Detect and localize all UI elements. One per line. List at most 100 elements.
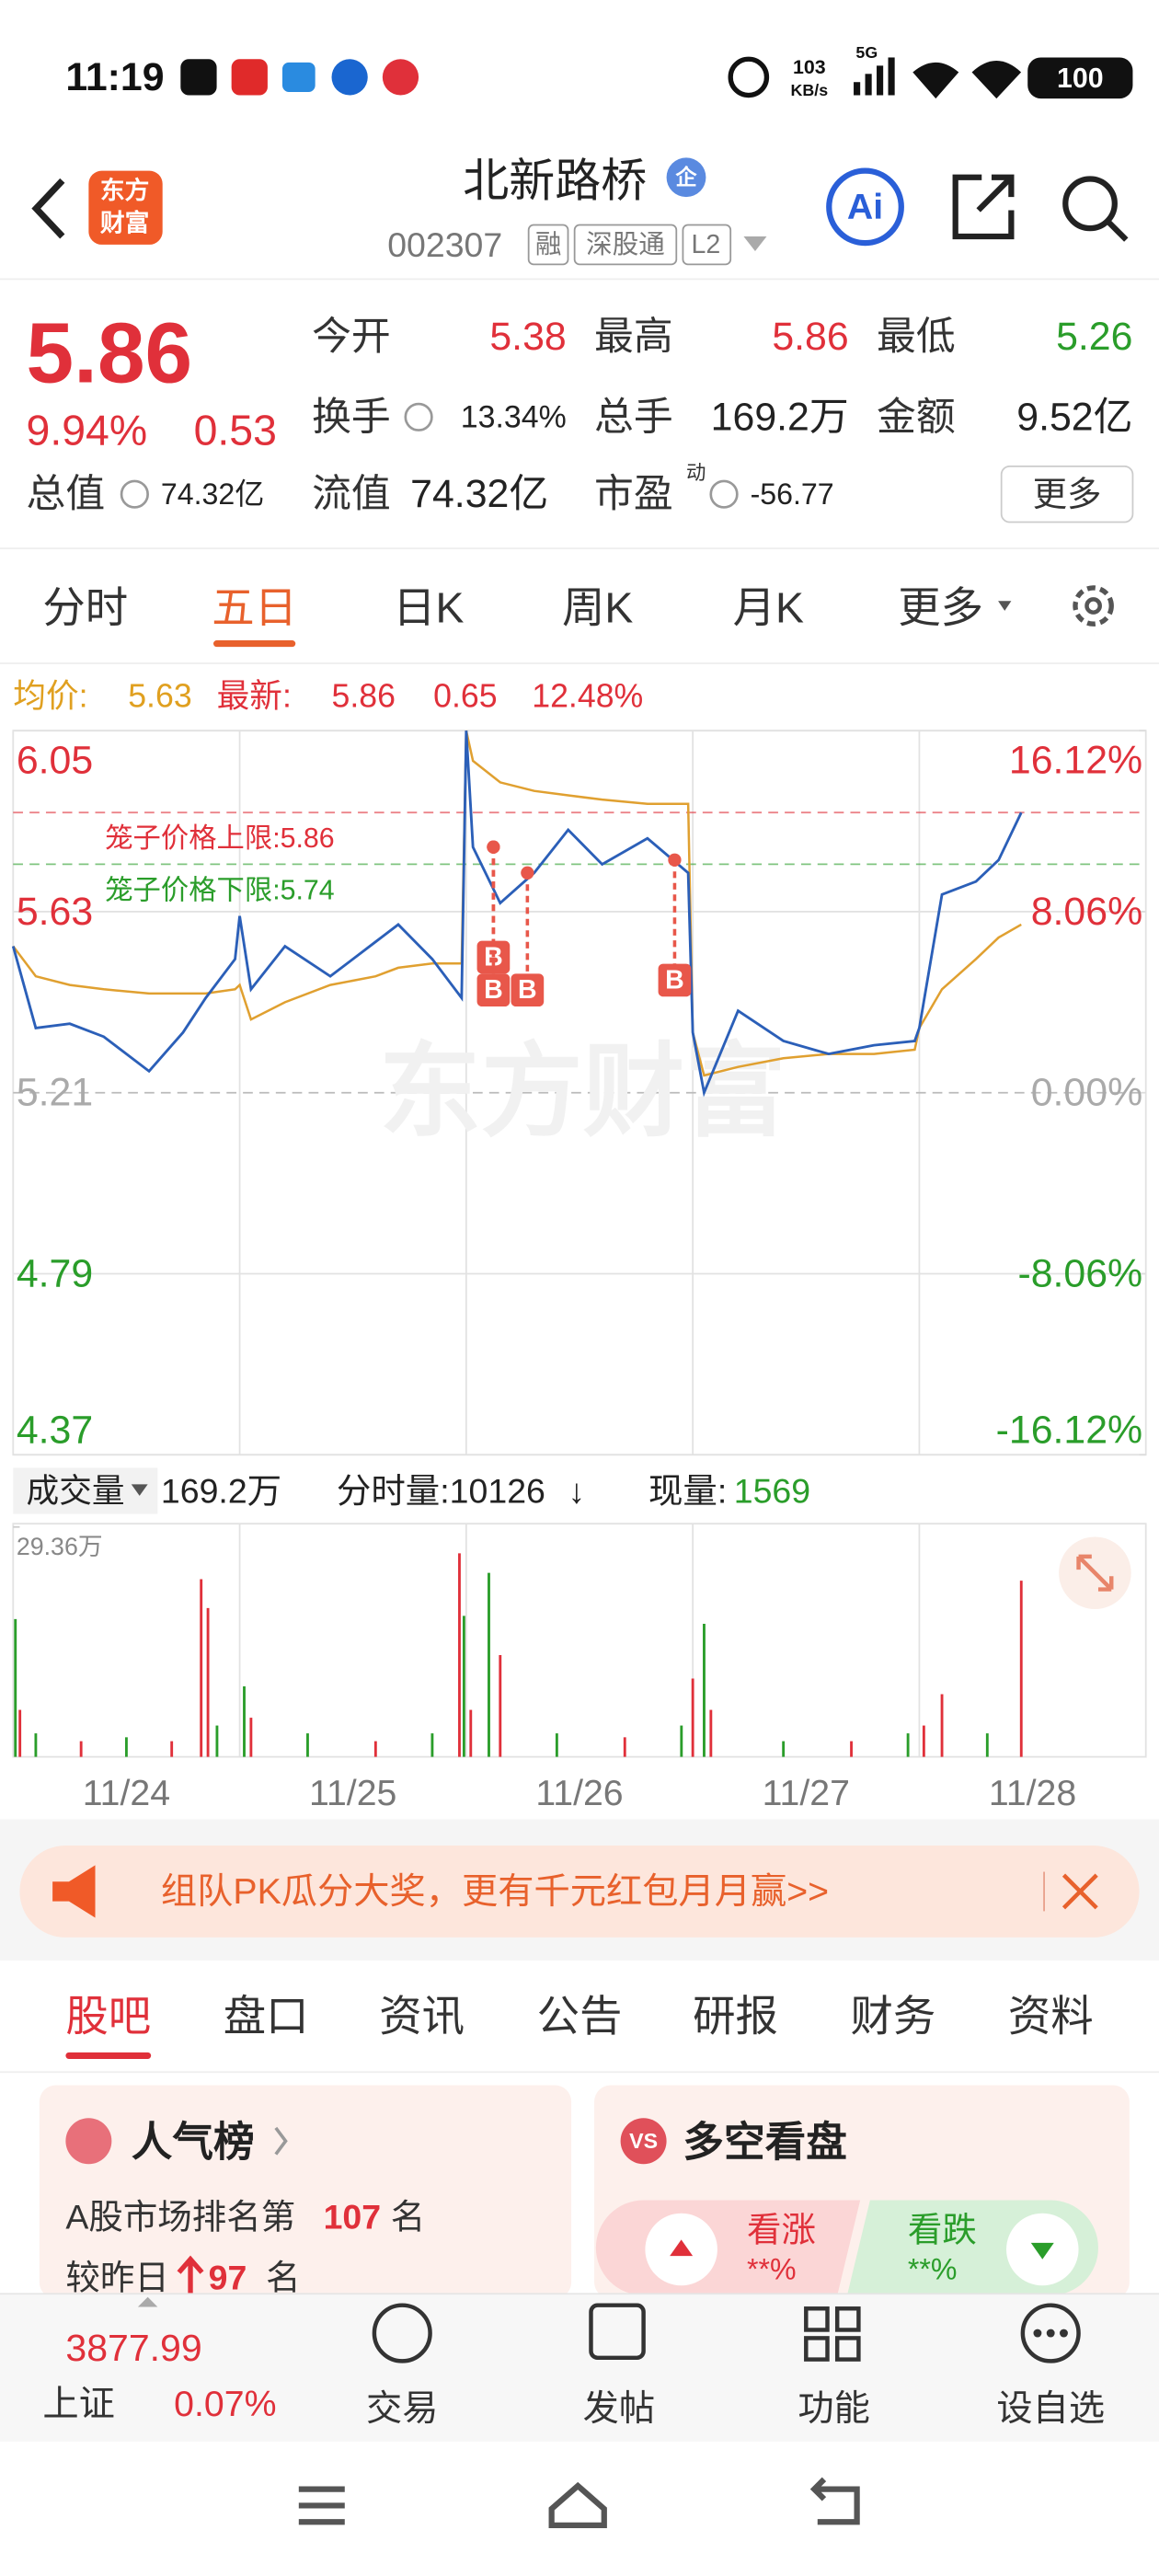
wifi-icon [912,62,959,99]
system-nav [298,2477,860,2528]
y-tick-label: 4.79 [17,1251,93,1295]
tab[interactable]: 月K [733,583,804,631]
ai-button[interactable] [826,167,904,247]
rank-change-prefix: 较昨日 [65,2258,168,2296]
sub-tab[interactable]: 股吧 [65,1993,151,2041]
field-label: 总值 [27,472,106,516]
y2-tick-label: 8.06% [1031,890,1142,934]
price: 5.86 [27,305,193,401]
field-value: 5.26 [1056,315,1132,359]
popularity-card[interactable] [39,2085,572,2299]
alarm-icon [728,56,770,98]
logo-text: 东方 [100,176,150,204]
menu-button[interactable] [298,2486,345,2525]
volume-select[interactable] [13,1467,158,1514]
settings-button[interactable] [1073,585,1114,627]
settings-button [1084,597,1102,615]
nav-label[interactable]: 发帖 [583,2388,656,2429]
more-button[interactable] [1000,465,1134,523]
rank-change-suffix: 名 [266,2258,300,2296]
bear-pct: **% [908,2252,958,2285]
avg-label: 均价: [13,678,87,715]
nav-label[interactable]: 设自选 [996,2388,1105,2429]
back-button[interactable] [31,178,65,239]
price-line [11,730,1023,1098]
banner-text: 组队PK瓜分大奖，更有千元红包月月赢>> [161,1871,829,1912]
share-button[interactable] [952,174,1015,240]
tag: L2 [692,230,721,259]
logo [88,170,163,245]
sub-tab[interactable]: 资讯 [379,1993,465,2041]
sub-tab[interactable]: 研报 [693,1993,778,2041]
nav-label[interactable]: 功能 [798,2388,870,2429]
bull-pct: **% [747,2252,797,2285]
home-button[interactable] [548,2481,607,2528]
app-icon [281,62,316,92]
x-tick-label: 11/28 [989,1773,1076,1813]
dropdown-icon [998,601,1012,611]
field-label-sup: 动 [686,462,706,484]
app-icon [382,59,419,96]
trade-marker-box [511,973,545,1007]
back-nav-button[interactable] [809,2477,860,2525]
function-icon[interactable] [804,2306,861,2362]
tab-indicator [213,640,296,648]
trade-marker-dot [668,853,682,867]
limit-label: 笼子价格下限:5.74 [105,874,334,905]
tab[interactable]: 周K [562,583,633,631]
close-button[interactable] [1061,1873,1098,1910]
tag-box [573,224,678,266]
volume-total: 169.2万 [161,1471,281,1510]
last-label: 最新: [217,678,292,715]
badge-text: 企 [674,166,697,190]
y-tick-label: 4.37 [17,1408,93,1452]
tab[interactable]: 分时 [42,583,128,631]
field-value: 9.52亿 [1016,395,1132,439]
tag: 深股通 [586,230,665,259]
trade-marker-label: B [484,975,503,1005]
banner[interactable] [19,1845,1140,1938]
card-icon [65,2118,112,2165]
badge [666,157,706,198]
field-label: 今开 [312,315,391,359]
dots [1033,2329,1068,2338]
net-speed-unit: KB/s [791,81,829,99]
sub-tab[interactable]: 财务 [850,1993,935,2041]
current-volume-label: 现量: [648,1471,727,1510]
dropdown-icon [131,1484,148,1496]
signal-icon [854,57,895,96]
x-tick-label: 11/27 [763,1773,850,1813]
sub-tab[interactable]: 盘口 [224,1993,309,2041]
volume-label: 成交量 [27,1472,125,1509]
clock: 11:19 [65,55,164,99]
search-button [1106,219,1129,242]
bull-button[interactable] [595,2200,861,2295]
tab[interactable]: 日K [393,583,464,631]
trade-marker-dot [487,840,500,854]
tab[interactable]: 更多 [898,583,983,631]
card-icon-text: VS [629,2129,658,2153]
y2-tick-label: -16.12% [996,1408,1143,1452]
change-pct: 9.94% [27,407,148,454]
limit-label: 笼子价格上限:5.86 [105,822,334,854]
ai-label: Ai [847,187,883,227]
avg-line [12,730,1022,1077]
watchlist-icon[interactable] [1020,2303,1081,2363]
sub-tab[interactable]: 公告 [537,1993,623,2041]
bull-icon [670,2239,694,2257]
nav-label[interactable]: 交易 [366,2388,439,2429]
card-icon [620,2118,667,2165]
post-icon[interactable] [589,2303,646,2361]
info-icon [709,479,739,509]
trade-icon[interactable] [372,2303,432,2363]
trade-marker-label: B [484,942,503,972]
app-icon [231,59,268,96]
tab[interactable]: 五日 [212,583,297,631]
field-value: 74.32亿 [161,477,264,511]
field-label: 最高 [594,315,673,359]
index-value: 3877.99 [65,2327,201,2369]
sub-tab[interactable]: 资料 [1008,1993,1094,2041]
search-button[interactable] [1062,176,1118,232]
field-value: 169.2万 [711,395,849,439]
dropdown-icon[interactable] [743,236,767,252]
